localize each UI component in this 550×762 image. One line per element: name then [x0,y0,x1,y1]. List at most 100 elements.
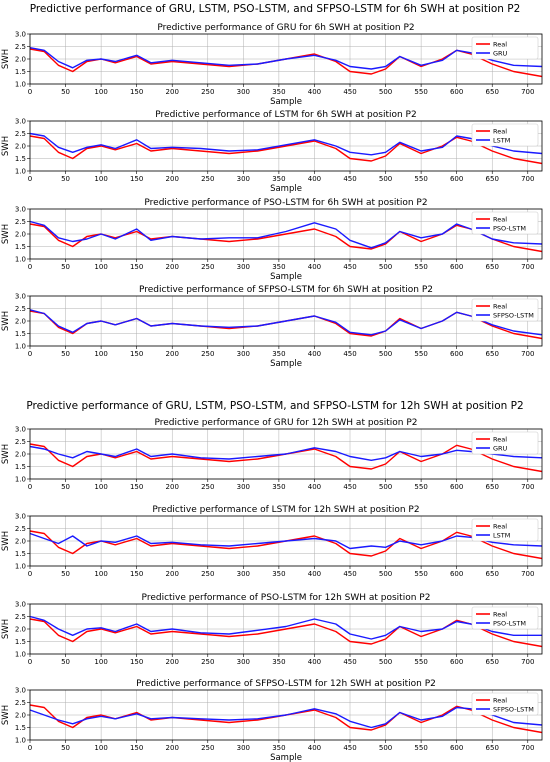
y-tick-label: 2.0 [15,318,26,326]
x-tick-label: 450 [343,483,356,491]
x-tick-label: 350 [272,350,285,358]
x-tick-label: 350 [272,483,285,491]
panel-title: Predictive performance of LSTM for 6h SW… [155,110,416,120]
chart-panel: Predictive performance of PSO-LSTM for 1… [1,593,543,666]
x-tick-label: 650 [486,570,499,578]
y-tick-label: 2.5 [15,130,26,138]
x-tick-label: 250 [201,175,214,183]
x-tick-label: 100 [94,88,107,96]
x-tick-label: 150 [130,570,143,578]
y-tick-label: 2.5 [15,699,26,707]
panel-title: Predictive performance of LSTM for 12h S… [152,505,419,515]
y-tick-label: 1.5 [15,243,26,251]
y-tick-label: 3.0 [15,293,26,301]
x-tick-label: 250 [201,483,214,491]
y-tick-label: 1.0 [15,737,26,745]
x-tick-label: 650 [486,483,499,491]
x-tick-label: 50 [61,744,70,752]
x-tick-label: 550 [414,263,427,271]
x-axis-label: Sample [270,753,302,762]
x-tick-label: 700 [521,744,534,752]
x-tick-label: 100 [94,175,107,183]
x-tick-label: 300 [237,88,250,96]
chart-panel: Predictive performance of LSTM for 12h S… [1,505,543,578]
y-tick-label: 1.5 [15,638,26,646]
x-tick-label: 450 [343,350,356,358]
series-line-predicted [29,47,543,70]
x-tick-label: 700 [521,570,534,578]
x-tick-label: 500 [379,263,392,271]
x-tick-label: 500 [379,483,392,491]
legend-label: Real [493,610,507,618]
series-line-real [29,223,543,253]
legend-label: SFPSO-LSTM [493,705,534,713]
y-tick-label: 1.5 [15,463,26,471]
legend-label: Real [493,127,507,135]
y-tick-label: 1.5 [15,550,26,558]
x-tick-label: 0 [28,350,32,358]
series-line-predicted [29,615,542,640]
x-tick-label: 50 [61,88,70,96]
panel-title: Predictive performance of SFPSO-LSTM for… [136,679,436,689]
x-tick-label: 50 [61,483,70,491]
x-tick-label: 500 [379,744,392,752]
x-tick-label: 700 [521,658,534,666]
x-tick-label: 600 [450,483,463,491]
legend-label: Real [493,302,507,310]
x-tick-label: 100 [94,350,107,358]
x-tick-label: 450 [343,744,356,752]
x-tick-label: 0 [28,88,32,96]
x-tick-label: 450 [343,570,356,578]
x-tick-label: 600 [450,263,463,271]
x-tick-label: 700 [521,175,534,183]
y-tick-label: 2.0 [15,712,26,720]
y-axis-label: SWH [1,619,11,639]
panel-title: Predictive performance of GRU for 6h SWH… [157,23,414,33]
chart-panel: Predictive performance of GRU for 12h SW… [1,418,543,491]
y-tick-label: 1.0 [15,81,26,89]
y-axis-label: SWH [1,49,11,69]
x-tick-label: 200 [166,88,179,96]
group-title-6h: Predictive performance of GRU, LSTM, PSO… [30,3,521,15]
legend-label: SFPSO-LSTM [493,311,534,319]
x-tick-label: 350 [272,88,285,96]
legend-label: LSTM [493,531,510,539]
x-tick-label: 650 [486,88,499,96]
panel-title: Predictive performance of GRU for 12h SW… [155,418,418,428]
x-tick-label: 150 [130,175,143,183]
series-line-predicted [29,445,543,461]
y-axis-label: SWH [1,311,11,331]
group-title-12h: Predictive performance of GRU, LSTM, PSO… [26,400,523,412]
legend-label: GRU [493,444,508,452]
x-tick-label: 600 [450,658,463,666]
x-tick-label: 650 [486,658,499,666]
y-tick-label: 3.0 [15,513,26,521]
x-tick-label: 400 [308,483,321,491]
x-tick-label: 250 [201,88,214,96]
x-tick-label: 50 [61,263,70,271]
chart-panel: Predictive performance of PSO-LSTM for 6… [1,198,543,282]
x-tick-label: 350 [272,658,285,666]
chart-panel: Predictive performance of SFPSO-LSTM for… [1,285,543,369]
y-tick-label: 2.5 [15,218,26,226]
y-tick-label: 3.0 [15,601,26,609]
series-line-real [29,48,543,78]
y-tick-label: 1.0 [15,168,26,176]
y-tick-label: 2.5 [15,305,26,313]
x-tick-label: 300 [237,175,250,183]
x-tick-label: 350 [272,744,285,752]
x-tick-label: 300 [237,483,250,491]
x-tick-label: 650 [486,263,499,271]
y-axis-label: SWH [1,531,11,551]
x-tick-label: 350 [272,175,285,183]
x-tick-label: 400 [308,570,321,578]
series-line-predicted [29,132,543,156]
x-tick-label: 450 [343,175,356,183]
x-tick-label: 600 [450,175,463,183]
y-tick-label: 2.0 [15,538,26,546]
y-tick-label: 1.0 [15,343,26,351]
